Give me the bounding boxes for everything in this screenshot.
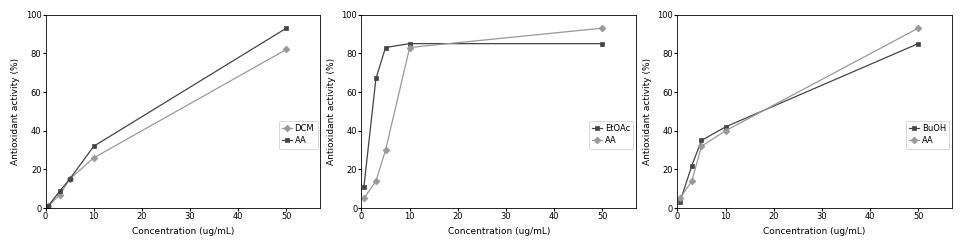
X-axis label: Concentration (ug/mL): Concentration (ug/mL) [764,227,866,236]
EtOAc [403,42,415,45]
AA [695,145,707,148]
AA [42,205,54,208]
AA [280,27,292,30]
Line: BuOH: BuOH [677,41,921,205]
AA [686,180,697,183]
DCM [280,48,292,51]
Line: AA: AA [45,26,289,209]
AA [403,46,415,49]
X-axis label: Concentration (ug/mL): Concentration (ug/mL) [448,227,550,236]
AA [912,27,924,30]
BuOH [912,42,924,45]
Line: DCM: DCM [45,47,289,209]
EtOAc [370,77,381,80]
AA [674,197,686,200]
AA [358,197,370,200]
AA [596,27,608,30]
BuOH [674,201,686,204]
DCM [88,156,99,159]
AA [379,149,391,152]
Line: EtOAc: EtOAc [361,41,605,189]
AA [64,178,75,181]
AA [370,180,381,183]
EtOAc [379,46,391,49]
BuOH [686,164,697,167]
X-axis label: Concentration (ug/mL): Concentration (ug/mL) [132,227,234,236]
AA [54,189,65,192]
Legend: EtOAc, AA: EtOAc, AA [589,121,634,149]
AA [719,129,731,132]
Legend: DCM, AA: DCM, AA [278,121,318,149]
DCM [42,205,54,208]
DCM [54,193,65,196]
EtOAc [596,42,608,45]
Y-axis label: Antioxidant activity (%): Antioxidant activity (%) [327,58,336,165]
DCM [64,178,75,181]
Y-axis label: Antioxidant activity (%): Antioxidant activity (%) [12,58,20,165]
Line: AA: AA [361,26,605,201]
Line: AA: AA [677,26,921,201]
AA [88,145,99,148]
Y-axis label: Antioxidant activity (%): Antioxidant activity (%) [643,58,652,165]
BuOH [719,125,731,128]
Legend: BuOH, AA: BuOH, AA [906,121,950,149]
BuOH [695,139,707,142]
EtOAc [358,185,370,188]
